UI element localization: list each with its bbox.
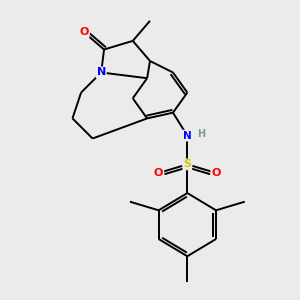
Text: S: S: [183, 159, 191, 170]
Text: O: O: [154, 168, 163, 178]
Text: H: H: [197, 129, 206, 139]
Text: N: N: [97, 68, 106, 77]
Text: O: O: [212, 168, 221, 178]
Text: O: O: [79, 27, 88, 37]
Text: N: N: [183, 130, 192, 141]
